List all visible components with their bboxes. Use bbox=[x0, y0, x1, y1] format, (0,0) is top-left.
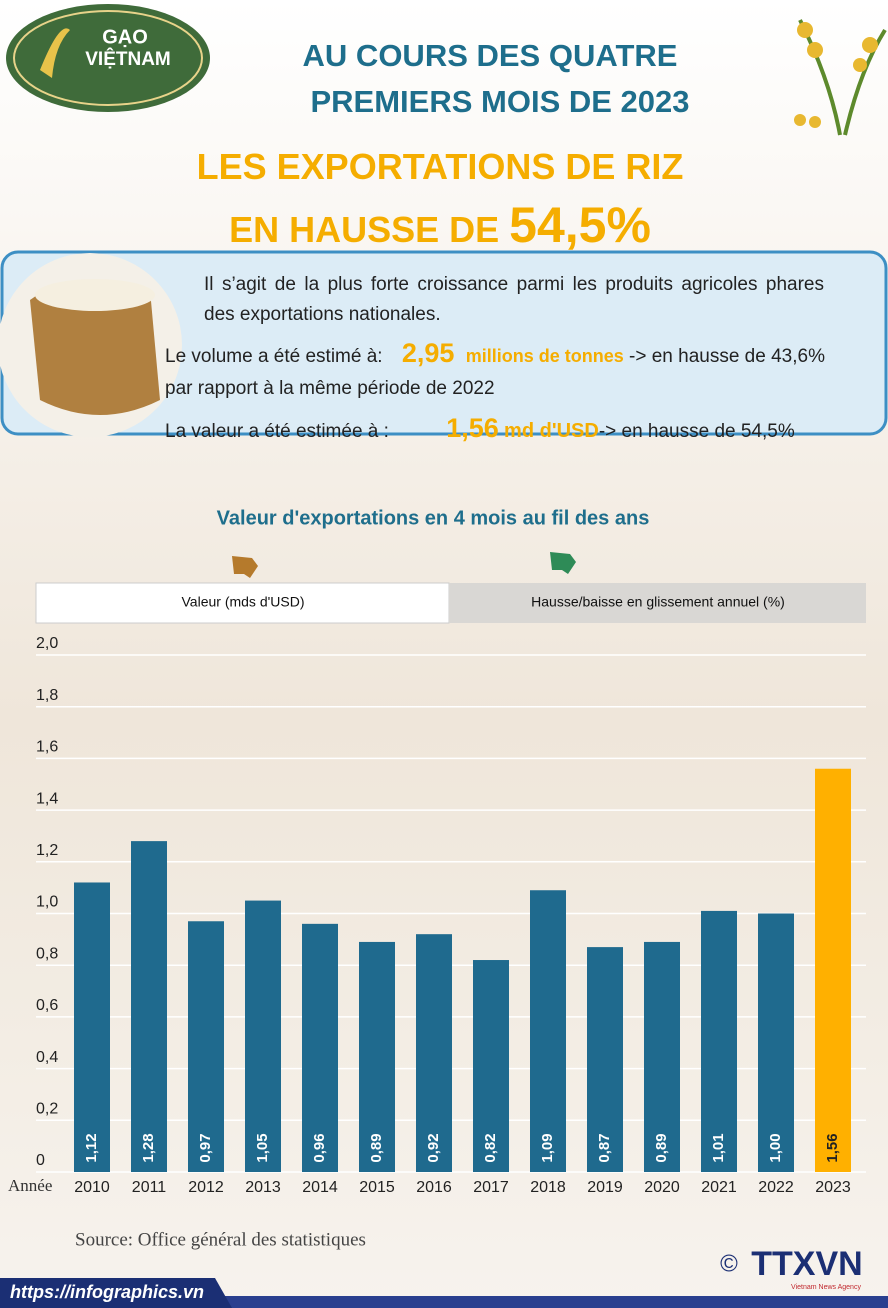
y-tick-label: 1,2 bbox=[36, 842, 58, 859]
headline: EN HAUSSE DE 54,5% bbox=[90, 196, 790, 254]
value-label: 0,97 bbox=[197, 1133, 214, 1162]
value-label: 1,01 bbox=[710, 1133, 727, 1162]
bar bbox=[74, 882, 110, 1172]
x-tick-label: 2010 bbox=[74, 1179, 110, 1196]
bar bbox=[815, 768, 851, 1172]
logo-wheat bbox=[40, 28, 70, 78]
x-tick-label: 2016 bbox=[416, 1179, 452, 1196]
y-tick-label: 0,4 bbox=[36, 1049, 58, 1066]
x-tick-label: 2014 bbox=[302, 1179, 338, 1196]
value-label: 0,96 bbox=[311, 1133, 328, 1162]
y-tick-label: 1,4 bbox=[36, 790, 58, 807]
x-tick-label: 2019 bbox=[587, 1179, 623, 1196]
bar bbox=[245, 900, 281, 1172]
agency-sub: Vietnam News Agency bbox=[791, 1284, 861, 1291]
bar bbox=[359, 941, 395, 1172]
info-note: par rapport à la même période de 2022 bbox=[165, 378, 495, 399]
value-label: 0,87 bbox=[596, 1133, 613, 1162]
info-paragraph: Il s’agit de la plus forte croissance pa… bbox=[204, 274, 824, 325]
value-label: 1,09 bbox=[539, 1133, 556, 1162]
y-tick-label: 0,6 bbox=[36, 997, 58, 1014]
x-tick-label: 2020 bbox=[644, 1179, 680, 1196]
hand-icon bbox=[232, 556, 258, 578]
logo-text: GẠO bbox=[102, 26, 148, 48]
x-tick-label: 2023 bbox=[815, 1179, 851, 1196]
logo-text: VIỆTNAM bbox=[85, 48, 171, 70]
value-label: 0,89 bbox=[653, 1133, 670, 1162]
x-tick-label: 2011 bbox=[132, 1179, 167, 1196]
footer-url[interactable]: https://infographics.vn bbox=[10, 1282, 204, 1302]
x-tick-label: 2021 bbox=[701, 1179, 737, 1196]
value-label: 1,28 bbox=[140, 1133, 157, 1162]
logo-ring bbox=[13, 10, 203, 106]
info-line: Le volume a été estimé à: 2,95 millions … bbox=[165, 338, 825, 369]
bar bbox=[701, 910, 737, 1172]
y-tick-label: 0,8 bbox=[36, 945, 58, 962]
x-tick-label: 2018 bbox=[530, 1179, 566, 1196]
headline: LES EXPORTATIONS DE RIZ bbox=[196, 146, 684, 187]
y-tick-label: 1,6 bbox=[36, 739, 58, 756]
value-label: 1,05 bbox=[254, 1133, 271, 1162]
bar bbox=[587, 947, 623, 1172]
hand-icon bbox=[550, 552, 576, 574]
bar bbox=[644, 941, 680, 1172]
footer-tab bbox=[0, 1278, 232, 1308]
y-tick-label: 0,2 bbox=[36, 1101, 58, 1118]
bar bbox=[302, 923, 338, 1172]
x-tick-label: 2015 bbox=[359, 1179, 395, 1196]
agency-logo: TTXVN bbox=[751, 1245, 862, 1283]
bar bbox=[188, 921, 224, 1172]
source: Source: Office général des statistiques bbox=[75, 1229, 366, 1250]
info-line: La valeur a été estimée à : 1,56 md d'US… bbox=[165, 413, 795, 444]
tab-label[interactable]: Valeur (mds d'USD) bbox=[182, 594, 305, 610]
info-unit: millions de tonnes bbox=[465, 346, 624, 366]
info-unit: md d'USD bbox=[504, 420, 599, 442]
value-label: 1,12 bbox=[83, 1133, 100, 1162]
x-tick-label: 2017 bbox=[473, 1179, 509, 1196]
x-tick-label: 2012 bbox=[188, 1179, 224, 1196]
y-tick-label: 2,0 bbox=[36, 635, 58, 652]
title: AU COURS DES QUATRE bbox=[302, 38, 678, 73]
headline-value: 54,5% bbox=[509, 197, 651, 253]
info-label: La valeur a été estimée à : bbox=[165, 421, 389, 442]
info-change: -> en hausse de 43,6% bbox=[629, 346, 825, 367]
info-value: 1,56 bbox=[446, 413, 499, 443]
rice-plant bbox=[794, 19, 887, 136]
headline-text: EN HAUSSE DE bbox=[229, 209, 500, 250]
value-label: 0,82 bbox=[482, 1133, 499, 1162]
rice-sack bbox=[0, 253, 182, 437]
info-change: -> en hausse de 54,5% bbox=[598, 421, 795, 442]
bar bbox=[758, 913, 794, 1172]
bar bbox=[473, 960, 509, 1172]
tab-label[interactable]: Hausse/baisse en glissement annuel (%) bbox=[531, 594, 785, 610]
y-tick-label: 1,0 bbox=[36, 894, 58, 911]
info-label: Le volume a été estimé à: bbox=[165, 346, 383, 367]
bar bbox=[416, 934, 452, 1172]
y-tick-label: 0 bbox=[36, 1152, 45, 1169]
value-label: 1,56 bbox=[824, 1133, 841, 1162]
copyright-icon: © bbox=[720, 1250, 738, 1277]
chart-title: Valeur d'exportations en 4 mois au fil d… bbox=[217, 507, 650, 529]
x-tick-label: 2013 bbox=[245, 1179, 281, 1196]
info-value: 2,95 bbox=[401, 338, 455, 368]
x-axis-label: Année bbox=[8, 1176, 52, 1195]
value-label: 0,89 bbox=[368, 1133, 385, 1162]
title: PREMIERS MOIS DE 2023 bbox=[310, 84, 690, 119]
logo-badge bbox=[6, 4, 210, 112]
bar bbox=[131, 841, 167, 1172]
y-tick-label: 1,8 bbox=[36, 687, 58, 704]
tab[interactable] bbox=[449, 583, 866, 623]
value-label: 1,00 bbox=[767, 1133, 784, 1162]
bar bbox=[530, 890, 566, 1172]
value-label: 0,92 bbox=[425, 1133, 442, 1162]
x-tick-label: 2022 bbox=[758, 1179, 794, 1196]
